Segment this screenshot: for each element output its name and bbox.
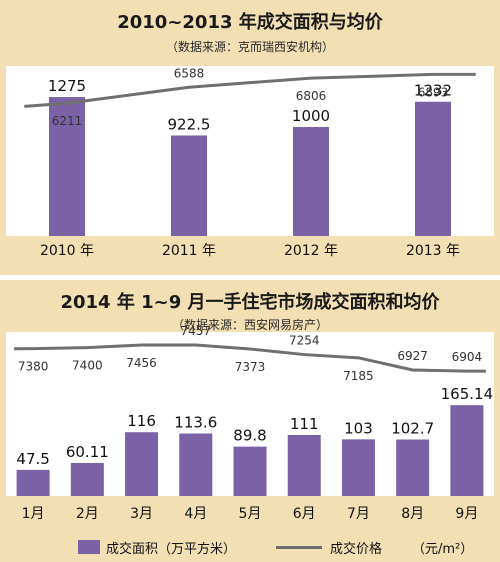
legend-label-area: 成交面积（万平方米） bbox=[106, 541, 237, 557]
x-tick-label: 2012 年 bbox=[284, 243, 338, 259]
price-line bbox=[24, 72, 476, 108]
bar bbox=[287, 434, 321, 496]
bar-value-label: 113.6 bbox=[174, 414, 217, 432]
bar bbox=[179, 433, 213, 496]
x-tick-label: 8月 bbox=[401, 506, 424, 522]
chart-svg-monthly: 47.5 1月 60.11 2月 116 3月 113.6 4月 89.8 5月 111 6月 103 7… bbox=[14, 324, 494, 522]
price-value-label: 6806 bbox=[296, 89, 327, 103]
legend: 成交面积（万平方米） 成交价格 （元/m²） bbox=[0, 532, 500, 562]
bar bbox=[396, 439, 430, 496]
legend-item-price: 成交价格 bbox=[276, 532, 382, 562]
bar bbox=[171, 135, 207, 236]
bar bbox=[49, 97, 85, 236]
chart-title-monthly: 2014 年 1~9 月一手住宅市场成交面积和均价 bbox=[60, 292, 440, 313]
legend-unit-label: （元/m²） bbox=[412, 541, 474, 557]
bar-value-label: 60.11 bbox=[66, 443, 109, 461]
x-tick-label: 5月 bbox=[239, 506, 262, 522]
price-value-label: 6904 bbox=[452, 350, 483, 364]
price-value-label: 7400 bbox=[72, 359, 103, 373]
price-value-label: 7185 bbox=[343, 369, 374, 383]
bar bbox=[233, 446, 267, 496]
x-tick-label: 9月 bbox=[455, 506, 478, 522]
price-value-label: 7373 bbox=[235, 360, 266, 374]
plot-area-annual bbox=[6, 66, 494, 236]
bar bbox=[341, 439, 375, 496]
bar bbox=[70, 462, 104, 496]
legend-swatch-bar bbox=[78, 540, 100, 554]
chart-title-annual: 2010~2013 年成交面积与均价 bbox=[117, 12, 383, 33]
bar bbox=[16, 469, 50, 496]
bar-value-label: 1232 bbox=[414, 82, 452, 100]
bar bbox=[125, 432, 159, 496]
x-tick-label: 6月 bbox=[293, 506, 316, 522]
bar-value-label: 922.5 bbox=[168, 115, 211, 133]
bar-value-label: 165.14 bbox=[441, 385, 494, 403]
x-tick-label: 1月 bbox=[22, 506, 45, 522]
bar bbox=[450, 405, 484, 496]
legend-unit: （元/m²） bbox=[412, 532, 473, 562]
chart-panel-monthly: 2014 年 1~9 月一手住宅市场成交面积和均价 （数据来源：西安网易房产） … bbox=[0, 280, 500, 532]
price-value-label: 6893 bbox=[418, 85, 449, 99]
bar-value-label: 47.5 bbox=[16, 450, 49, 468]
bar-value-label: 102.7 bbox=[391, 420, 434, 438]
price-line bbox=[14, 343, 486, 373]
legend-label-price: 成交价格 bbox=[330, 541, 383, 557]
price-value-label: 7380 bbox=[18, 360, 49, 374]
bar bbox=[415, 101, 451, 236]
price-value-label: 7457 bbox=[181, 324, 212, 338]
bar-value-label: 89.8 bbox=[233, 427, 266, 445]
chart-svg-annual: 1275 2010 年 922.5 2011 年 1000 2012 年 1232 2013 … bbox=[24, 66, 476, 259]
bar-value-label: 1000 bbox=[292, 107, 330, 125]
x-tick-label: 7月 bbox=[347, 506, 370, 522]
x-tick-label: 2011 年 bbox=[162, 243, 216, 259]
bar-value-label: 103 bbox=[344, 419, 373, 437]
price-value-label: 6211 bbox=[52, 114, 83, 128]
chart-panel-annual: 2010~2013 年成交面积与均价 （数据来源：克而瑞西安机构） 1275 20… bbox=[0, 0, 500, 275]
price-value-label: 6927 bbox=[397, 349, 428, 363]
x-tick-label: 3月 bbox=[130, 506, 153, 522]
price-value-label: 7456 bbox=[126, 356, 157, 370]
chart-subtitle-monthly: （数据来源：西安网易房产） bbox=[171, 318, 328, 332]
x-tick-label: 4月 bbox=[184, 506, 207, 522]
bar-value-label: 116 bbox=[127, 412, 156, 430]
price-value-label: 7254 bbox=[289, 334, 320, 348]
price-value-label: 6588 bbox=[174, 66, 205, 80]
legend-swatch-line bbox=[276, 545, 322, 549]
chart-subtitle-annual: （数据来源：克而瑞西安机构） bbox=[165, 40, 334, 54]
x-tick-label: 2010 年 bbox=[40, 243, 94, 259]
x-tick-label: 2013 年 bbox=[406, 243, 460, 259]
x-tick-label: 2月 bbox=[76, 506, 99, 522]
bar-value-label: 1275 bbox=[48, 77, 86, 95]
bar bbox=[293, 127, 329, 236]
legend-item-area: 成交面积（万平方米） bbox=[78, 532, 236, 562]
bar-value-label: 111 bbox=[290, 415, 319, 433]
